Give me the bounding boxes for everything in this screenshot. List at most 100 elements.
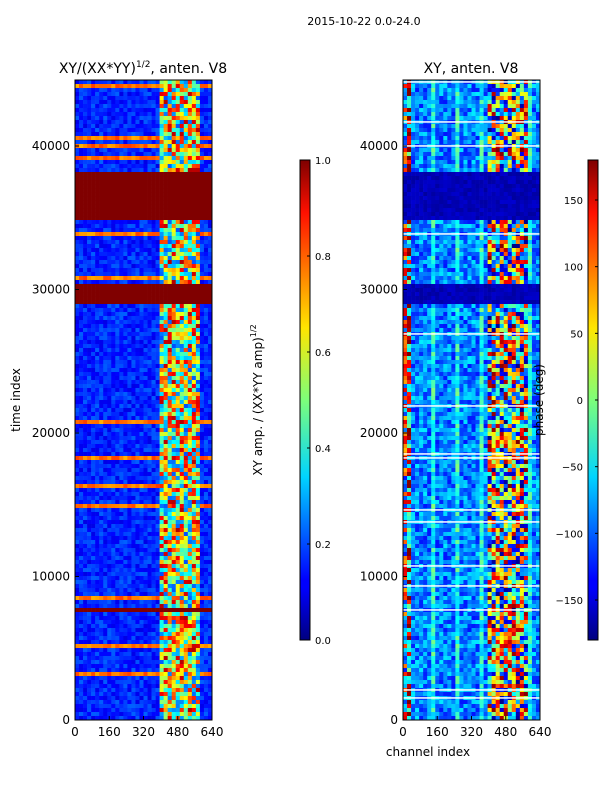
heatmap-cell <box>75 572 80 577</box>
heatmap-cell <box>147 644 152 649</box>
heatmap-cell <box>191 304 197 309</box>
heatmap-cell <box>139 364 144 369</box>
heatmap-cell <box>143 472 148 477</box>
heatmap-cell <box>143 308 148 313</box>
heatmap-cell <box>187 388 193 393</box>
heatmap-cell <box>147 236 152 241</box>
heatmap-cell <box>111 376 116 381</box>
heatmap-cell <box>87 564 92 569</box>
heatmap-cell <box>103 368 108 373</box>
heatmap-cell <box>127 240 132 245</box>
heatmap-cell <box>167 176 173 181</box>
heatmap-cell <box>167 104 173 109</box>
heatmap-cell <box>75 504 80 509</box>
heatmap-cell <box>123 616 128 621</box>
heatmap-cell <box>91 340 96 345</box>
heatmap-cell <box>151 144 156 149</box>
heatmap-cell <box>91 332 96 337</box>
heatmap-cell <box>131 596 136 601</box>
heatmap-cell <box>195 532 201 537</box>
heatmap-cell <box>151 260 156 265</box>
heatmap-cell <box>207 160 213 165</box>
heatmap-cell <box>131 620 136 625</box>
heatmap-cell <box>183 564 189 569</box>
heatmap-cell <box>163 328 168 333</box>
heatmap-cell <box>127 600 132 605</box>
heatmap-cell <box>199 428 205 433</box>
heatmap-cell <box>135 284 140 289</box>
heatmap-cell <box>179 128 185 133</box>
heatmap-cell <box>127 204 132 209</box>
heatmap-cell <box>147 116 152 121</box>
heatmap-cell <box>179 656 185 661</box>
heatmap-cell <box>183 96 189 101</box>
heatmap-cell <box>175 612 181 617</box>
heatmap-cell <box>127 448 132 453</box>
heatmap-cell <box>75 136 80 141</box>
heatmap-cell <box>107 468 112 473</box>
heatmap-cell <box>191 324 197 329</box>
heatmap-cell <box>135 336 140 341</box>
heatmap-cell <box>103 484 108 489</box>
heatmap-cell <box>115 268 120 273</box>
heatmap-cell <box>155 176 160 181</box>
heatmap-cell <box>163 396 168 401</box>
heatmap-cell <box>151 448 156 453</box>
heatmap-cell <box>75 132 80 137</box>
heatmap-cell <box>103 80 108 85</box>
heatmap-cell <box>187 376 193 381</box>
heatmap-cell <box>79 184 84 189</box>
heatmap-cell <box>83 212 88 217</box>
heatmap-cell <box>183 84 189 89</box>
heatmap-cell <box>87 640 92 645</box>
heatmap-cell <box>159 648 164 653</box>
heatmap-cell <box>79 368 84 373</box>
heatmap-cell <box>123 492 128 497</box>
heatmap-cell <box>139 572 144 577</box>
heatmap-cell <box>115 664 120 669</box>
heatmap-cell <box>167 108 173 113</box>
heatmap-cell <box>175 96 181 101</box>
heatmap-cell <box>155 392 160 397</box>
heatmap-cell <box>103 452 108 457</box>
heatmap-cell <box>75 216 80 221</box>
heatmap-cell <box>195 628 201 633</box>
heatmap-cell <box>155 104 160 109</box>
heatmap-cell <box>87 156 92 161</box>
heatmap-cell <box>159 172 164 177</box>
heatmap-cell <box>151 460 156 465</box>
heatmap-cell <box>179 208 185 213</box>
heatmap-cell <box>183 412 189 417</box>
heatmap-cell <box>163 644 168 649</box>
heatmap-cell <box>175 220 181 225</box>
heatmap-cell <box>111 436 116 441</box>
heatmap-cell <box>119 80 124 85</box>
heatmap-cell <box>139 180 144 185</box>
heatmap-cell <box>199 628 205 633</box>
heatmap-cell <box>83 520 88 525</box>
heatmap-cell <box>119 336 124 341</box>
heatmap-cell <box>207 352 213 357</box>
heatmap-cell <box>127 568 132 573</box>
heatmap-cell <box>139 360 144 365</box>
heatmap-cell <box>191 628 197 633</box>
heatmap-cell <box>95 552 100 557</box>
heatmap-cell <box>95 440 100 445</box>
heatmap-cell <box>191 208 197 213</box>
heatmap-cell <box>111 220 116 225</box>
heatmap-cell <box>99 576 104 581</box>
heatmap-cell <box>111 552 116 557</box>
heatmap-cell <box>127 648 132 653</box>
heatmap-cell <box>131 296 136 301</box>
heatmap-cell <box>187 636 193 641</box>
heatmap-cell <box>187 560 193 565</box>
heatmap-cell <box>195 452 201 457</box>
heatmap-cell <box>139 108 144 113</box>
heatmap-cell <box>191 124 197 129</box>
heatmap-cell <box>199 612 205 617</box>
heatmap-cell <box>123 472 128 477</box>
heatmap-cell <box>103 440 108 445</box>
heatmap-cell <box>175 188 181 193</box>
heatmap-cell <box>119 256 124 261</box>
heatmap-cell <box>151 312 156 317</box>
